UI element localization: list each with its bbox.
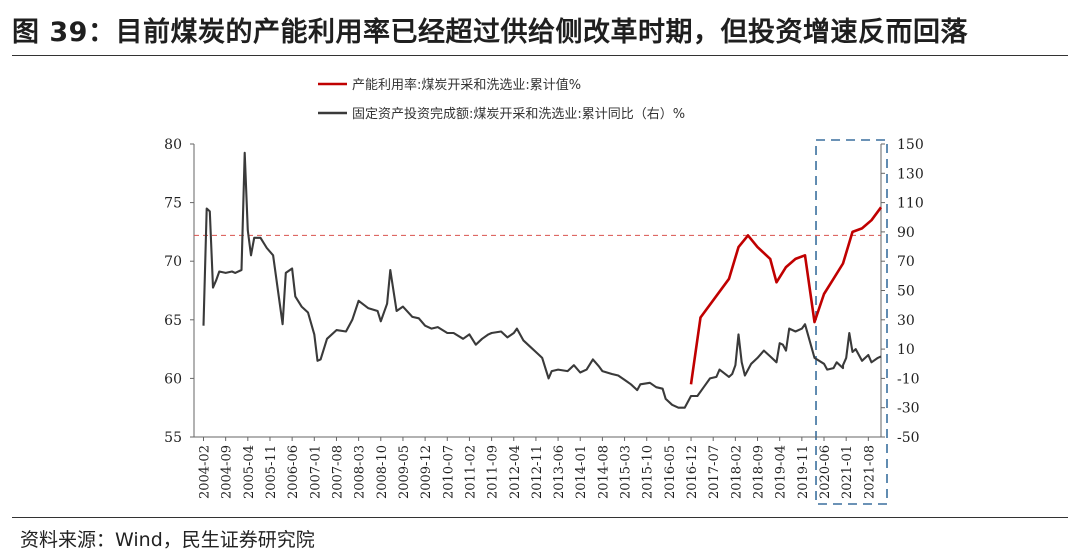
x-axis-tick-label: 2016-12 bbox=[685, 445, 700, 499]
x-axis-tick-label: 2021-08 bbox=[862, 445, 877, 499]
x-axis-tick-label: 2005-04 bbox=[242, 445, 257, 499]
right-axis-tick-label: 30 bbox=[897, 313, 915, 329]
x-axis-tick-label: 2016-05 bbox=[663, 445, 678, 499]
x-axis-tick-label: 2005-11 bbox=[264, 445, 279, 499]
x-axis-tick-label: 2011-09 bbox=[486, 445, 501, 499]
x-axis-tick-label: 2012-11 bbox=[530, 445, 545, 499]
page-title: 图 39：目前煤炭的产能利用率已经超过供给侧改革时期，但投资增速反而回落 bbox=[12, 17, 968, 48]
left-axis-tick-label: 75 bbox=[164, 196, 182, 212]
source-rule bbox=[12, 517, 1068, 518]
x-axis-tick-label: 2015-10 bbox=[641, 445, 656, 499]
right-axis-tick-label: 150 bbox=[897, 137, 924, 153]
x-axis-tick-label: 2004-02 bbox=[197, 445, 212, 499]
left-axis-tick-label: 65 bbox=[164, 313, 182, 329]
x-axis-tick-label: 2012-04 bbox=[508, 445, 523, 499]
x-axis-tick-label: 2013-06 bbox=[552, 445, 567, 499]
x-axis-tick-label: 2007-01 bbox=[308, 445, 323, 499]
right-axis-tick-label: 110 bbox=[897, 196, 924, 212]
right-axis-tick-label: 90 bbox=[897, 225, 915, 241]
right-axis-tick-label: 130 bbox=[897, 166, 924, 182]
series-line-fixed-asset-investment bbox=[202, 151, 882, 409]
x-axis-tick-label: 2009-12 bbox=[419, 445, 434, 499]
x-axis-tick-label: 2015-03 bbox=[619, 445, 634, 499]
x-axis-tick-label: 2008-03 bbox=[353, 445, 368, 499]
left-axis-tick-label: 70 bbox=[164, 254, 182, 270]
x-axis-tick-label: 2004-09 bbox=[220, 445, 235, 499]
x-axis-tick-label: 2014-01 bbox=[574, 445, 589, 499]
x-axis-tick-label: 2008-10 bbox=[375, 445, 390, 499]
legend-label-fixed-asset-investment: 固定资产投资完成额:煤炭开采和洗选业:累计同比（右）% bbox=[352, 106, 685, 122]
left-axis-tick-label: 55 bbox=[164, 430, 182, 446]
left-axis-tick-label: 80 bbox=[164, 137, 182, 153]
x-axis-tick-label: 2007-08 bbox=[330, 445, 345, 499]
x-axis-tick-label: 2019-11 bbox=[796, 445, 811, 499]
right-axis-tick-label: -10 bbox=[897, 371, 920, 387]
right-axis-tick-label: 70 bbox=[897, 254, 915, 270]
x-axis-tick-label: 2010-07 bbox=[441, 445, 456, 499]
x-axis-tick-label: 2017-07 bbox=[707, 445, 722, 499]
x-axis-tick-label: 2011-02 bbox=[463, 445, 478, 499]
left-axis-tick-label: 60 bbox=[164, 371, 182, 387]
series-line-capacity-utilization bbox=[689, 206, 883, 385]
title-rule bbox=[12, 55, 1068, 56]
x-axis-tick-label: 2020-06 bbox=[818, 445, 833, 499]
legend-label-capacity-utilization: 产能利用率:煤炭开采和洗选业:累计值% bbox=[352, 77, 581, 93]
x-axis-tick-label: 2006-06 bbox=[286, 445, 301, 499]
right-axis-tick-label: -50 bbox=[897, 430, 920, 446]
x-axis-tick-label: 2018-09 bbox=[752, 445, 767, 499]
source-note: 资料来源：Wind，民生证券研究院 bbox=[20, 529, 315, 551]
right-axis-tick-label: 50 bbox=[897, 284, 915, 300]
x-axis-tick-label: 2021-01 bbox=[840, 445, 855, 499]
x-axis-tick-label: 2019-04 bbox=[774, 445, 789, 499]
x-axis-tick-label: 2014-08 bbox=[596, 445, 611, 499]
highlight-box bbox=[815, 139, 888, 505]
right-axis-tick-label: 10 bbox=[897, 342, 915, 358]
x-axis-tick-label: 2009-05 bbox=[397, 445, 412, 499]
x-axis-tick-label: 2018-02 bbox=[729, 445, 744, 499]
right-axis-tick-label: -30 bbox=[897, 401, 920, 417]
